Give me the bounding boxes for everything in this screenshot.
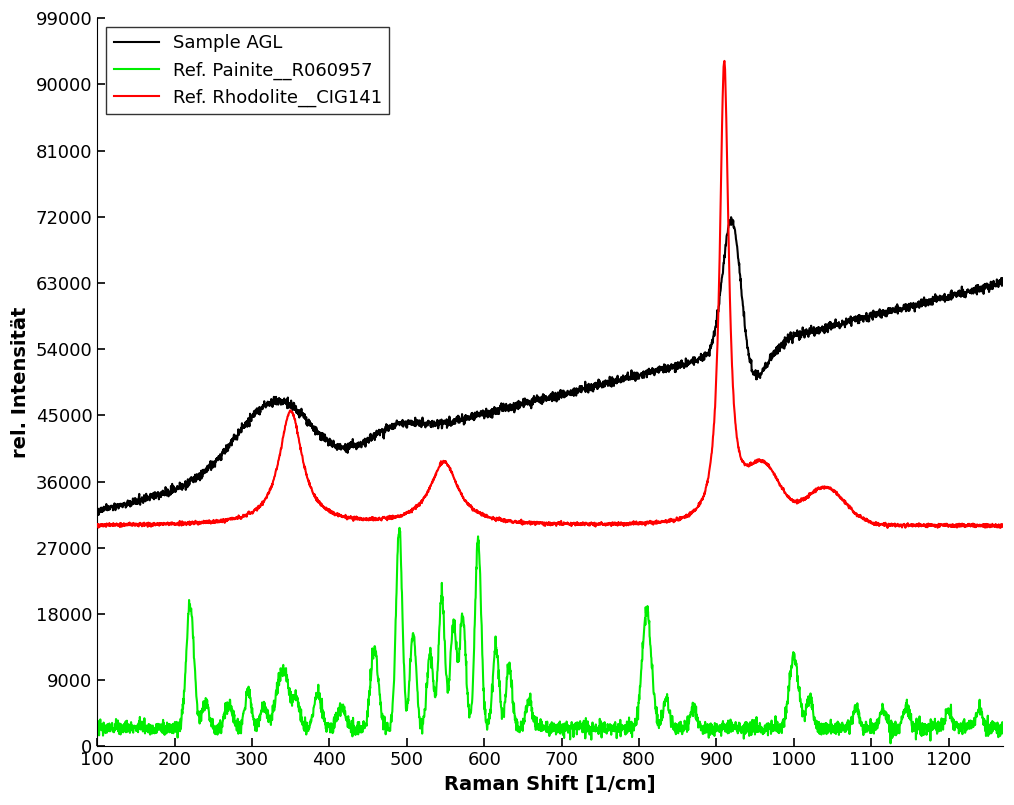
Sample AGL xyxy=(439,416,451,426)
Sample AGL xyxy=(725,213,737,222)
Ref. Rhodolite__CIG141 xyxy=(718,56,730,66)
Ref. Painite__R060957 xyxy=(882,718,894,728)
Ref. Rhodolite__CIG141 xyxy=(248,505,261,514)
Ref. Painite__R060957 xyxy=(439,636,451,646)
Ref. Rhodolite__CIG141 xyxy=(438,458,450,468)
Sample AGL xyxy=(248,411,261,421)
Ref. Painite__R060957 xyxy=(91,719,103,729)
Y-axis label: rel. Intensität: rel. Intensität xyxy=(11,307,30,458)
Line: Sample AGL: Sample AGL xyxy=(97,217,1003,515)
Sample AGL xyxy=(92,510,104,520)
Ref. Painite__R060957 xyxy=(248,720,261,730)
Ref. Rhodolite__CIG141 xyxy=(997,521,1009,530)
Ref. Rhodolite__CIG141 xyxy=(882,520,894,530)
Line: Ref. Rhodolite__CIG141: Ref. Rhodolite__CIG141 xyxy=(97,61,1003,528)
Ref. Painite__R060957 xyxy=(478,704,490,713)
Ref. Painite__R060957 xyxy=(195,706,207,716)
Ref. Painite__R060957 xyxy=(980,718,992,728)
Line: Ref. Painite__R060957: Ref. Painite__R060957 xyxy=(97,528,1003,743)
Ref. Painite__R060957 xyxy=(884,738,896,748)
Legend: Sample AGL, Ref. Painite__R060957, Ref. Rhodolite__CIG141: Sample AGL, Ref. Painite__R060957, Ref. … xyxy=(106,27,389,114)
Sample AGL xyxy=(980,283,992,292)
Ref. Rhodolite__CIG141 xyxy=(91,520,103,530)
Ref. Rhodolite__CIG141 xyxy=(980,520,992,530)
Ref. Painite__R060957 xyxy=(393,523,406,533)
Ref. Painite__R060957 xyxy=(997,729,1009,738)
Sample AGL xyxy=(997,279,1009,288)
Ref. Rhodolite__CIG141 xyxy=(881,523,893,533)
Sample AGL xyxy=(195,469,207,478)
Sample AGL xyxy=(478,414,490,423)
Ref. Rhodolite__CIG141 xyxy=(195,518,207,527)
Sample AGL xyxy=(91,506,103,515)
Sample AGL xyxy=(882,303,894,313)
Ref. Rhodolite__CIG141 xyxy=(478,511,490,521)
X-axis label: Raman Shift [1/cm]: Raman Shift [1/cm] xyxy=(444,775,656,794)
